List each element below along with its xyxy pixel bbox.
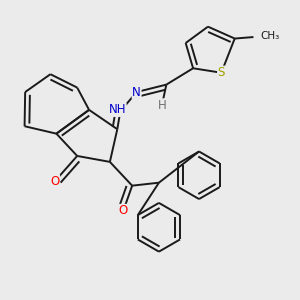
Text: N: N: [132, 85, 141, 98]
Text: NH: NH: [109, 103, 126, 116]
Text: S: S: [218, 66, 225, 79]
Text: O: O: [50, 175, 59, 188]
Text: H: H: [158, 99, 166, 112]
Text: O: O: [118, 204, 128, 218]
Text: CH₃: CH₃: [261, 31, 280, 40]
